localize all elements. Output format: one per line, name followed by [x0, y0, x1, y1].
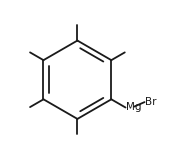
Text: Br: Br [145, 97, 157, 107]
Text: Mg: Mg [126, 102, 142, 112]
